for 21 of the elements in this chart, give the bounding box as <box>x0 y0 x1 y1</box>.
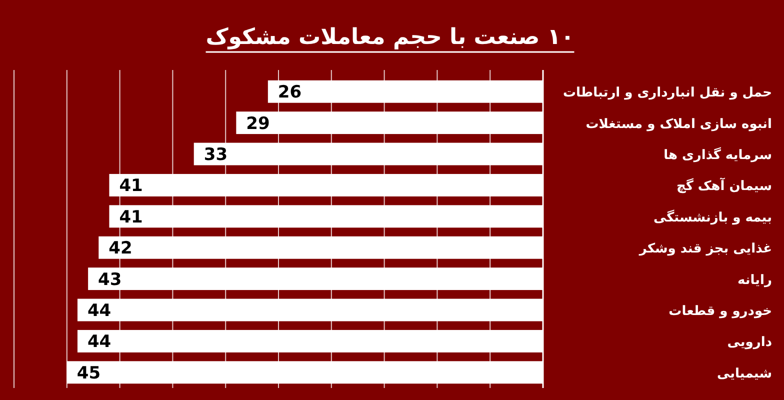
y-tick-label: شیمیایی <box>716 366 772 382</box>
data-label: 45 <box>76 363 101 384</box>
data-label: 44 <box>87 332 112 352</box>
data-label: 41 <box>119 176 143 196</box>
data-label: 41 <box>119 207 143 228</box>
y-tick-label: انبوه سازی املاک و مستغلات <box>586 116 772 132</box>
data-label: 29 <box>246 114 270 134</box>
data-label: 33 <box>204 145 228 165</box>
data-label: 42 <box>108 238 132 259</box>
y-tick-label: دارویی <box>727 335 772 350</box>
data-label: 43 <box>98 270 122 290</box>
chart-title: ۱۰ صنعت با حجم معاملات مشکوک <box>206 25 574 50</box>
y-tick-label: بیمه و بازنشستگی <box>653 209 772 226</box>
y-tick-label: خودرو و قطعات <box>668 304 772 319</box>
y-tick-label: حمل و نقل انبارداری و ارتباطات <box>562 86 772 101</box>
y-tick-label: سیمان آهک گچ <box>676 177 772 194</box>
data-label: 26 <box>278 82 302 103</box>
y-tick-label: سرمایه گذاری ها <box>664 147 772 163</box>
y-tick-label: غذایی بجز قند وشکر <box>638 242 772 257</box>
data-label: 44 <box>87 301 112 321</box>
y-tick-label: رایانه <box>738 272 772 288</box>
